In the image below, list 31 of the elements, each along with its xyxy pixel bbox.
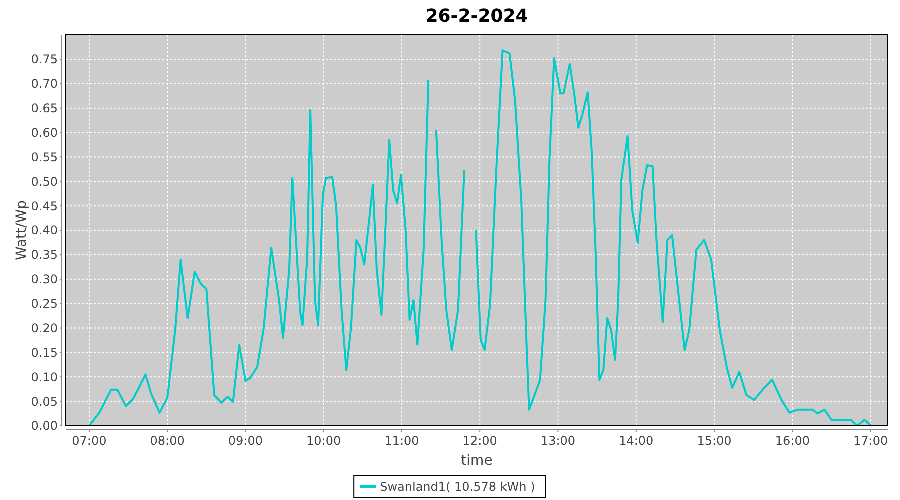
x-tick-label: 13:00 bbox=[540, 434, 576, 448]
x-tick-label: 08:00 bbox=[150, 434, 185, 448]
y-tick-label: 0.00 bbox=[31, 419, 58, 434]
x-axis-title: time bbox=[461, 453, 493, 469]
y-tick-label: 0.65 bbox=[31, 102, 58, 116]
y-tick-label: 0.30 bbox=[31, 272, 58, 287]
y-tick-label: 0.40 bbox=[31, 224, 58, 238]
y-tick-label: 0.75 bbox=[31, 52, 58, 67]
y-axis-title: Watt/Wp bbox=[14, 200, 30, 260]
y-tick-label: 0.35 bbox=[31, 248, 58, 262]
x-tick-label: 14:00 bbox=[619, 434, 654, 448]
x-tick-label: 15:00 bbox=[697, 434, 732, 448]
y-tick-label: 0.05 bbox=[31, 394, 58, 409]
y-tick-label: 0.55 bbox=[31, 150, 58, 164]
y-tick-label: 0.45 bbox=[31, 199, 58, 214]
x-tick-label: 17:00 bbox=[854, 434, 888, 448]
y-tick-label: 0.70 bbox=[31, 77, 58, 92]
y-tick-label: 0.15 bbox=[31, 346, 58, 360]
x-tick-label: 16:00 bbox=[775, 434, 810, 448]
x-tick-label: 12:00 bbox=[462, 434, 498, 448]
y-tick-label: 0.10 bbox=[31, 370, 58, 384]
y-tick-label: 0.25 bbox=[31, 297, 58, 312]
x-tick-label: 07:00 bbox=[72, 434, 107, 448]
x-tick-label: 10:00 bbox=[306, 434, 342, 448]
x-tick-label: 11:00 bbox=[384, 434, 420, 448]
x-tick-label: 09:00 bbox=[228, 434, 264, 448]
y-tick-label: 0.60 bbox=[31, 126, 58, 140]
chart-title: 26-2-2024 bbox=[426, 6, 528, 27]
y-tick-label: 0.50 bbox=[31, 174, 58, 189]
y-tick-label: 0.20 bbox=[31, 321, 58, 336]
legend-label: Swanland1( 10.578 kWh ) bbox=[380, 480, 536, 494]
